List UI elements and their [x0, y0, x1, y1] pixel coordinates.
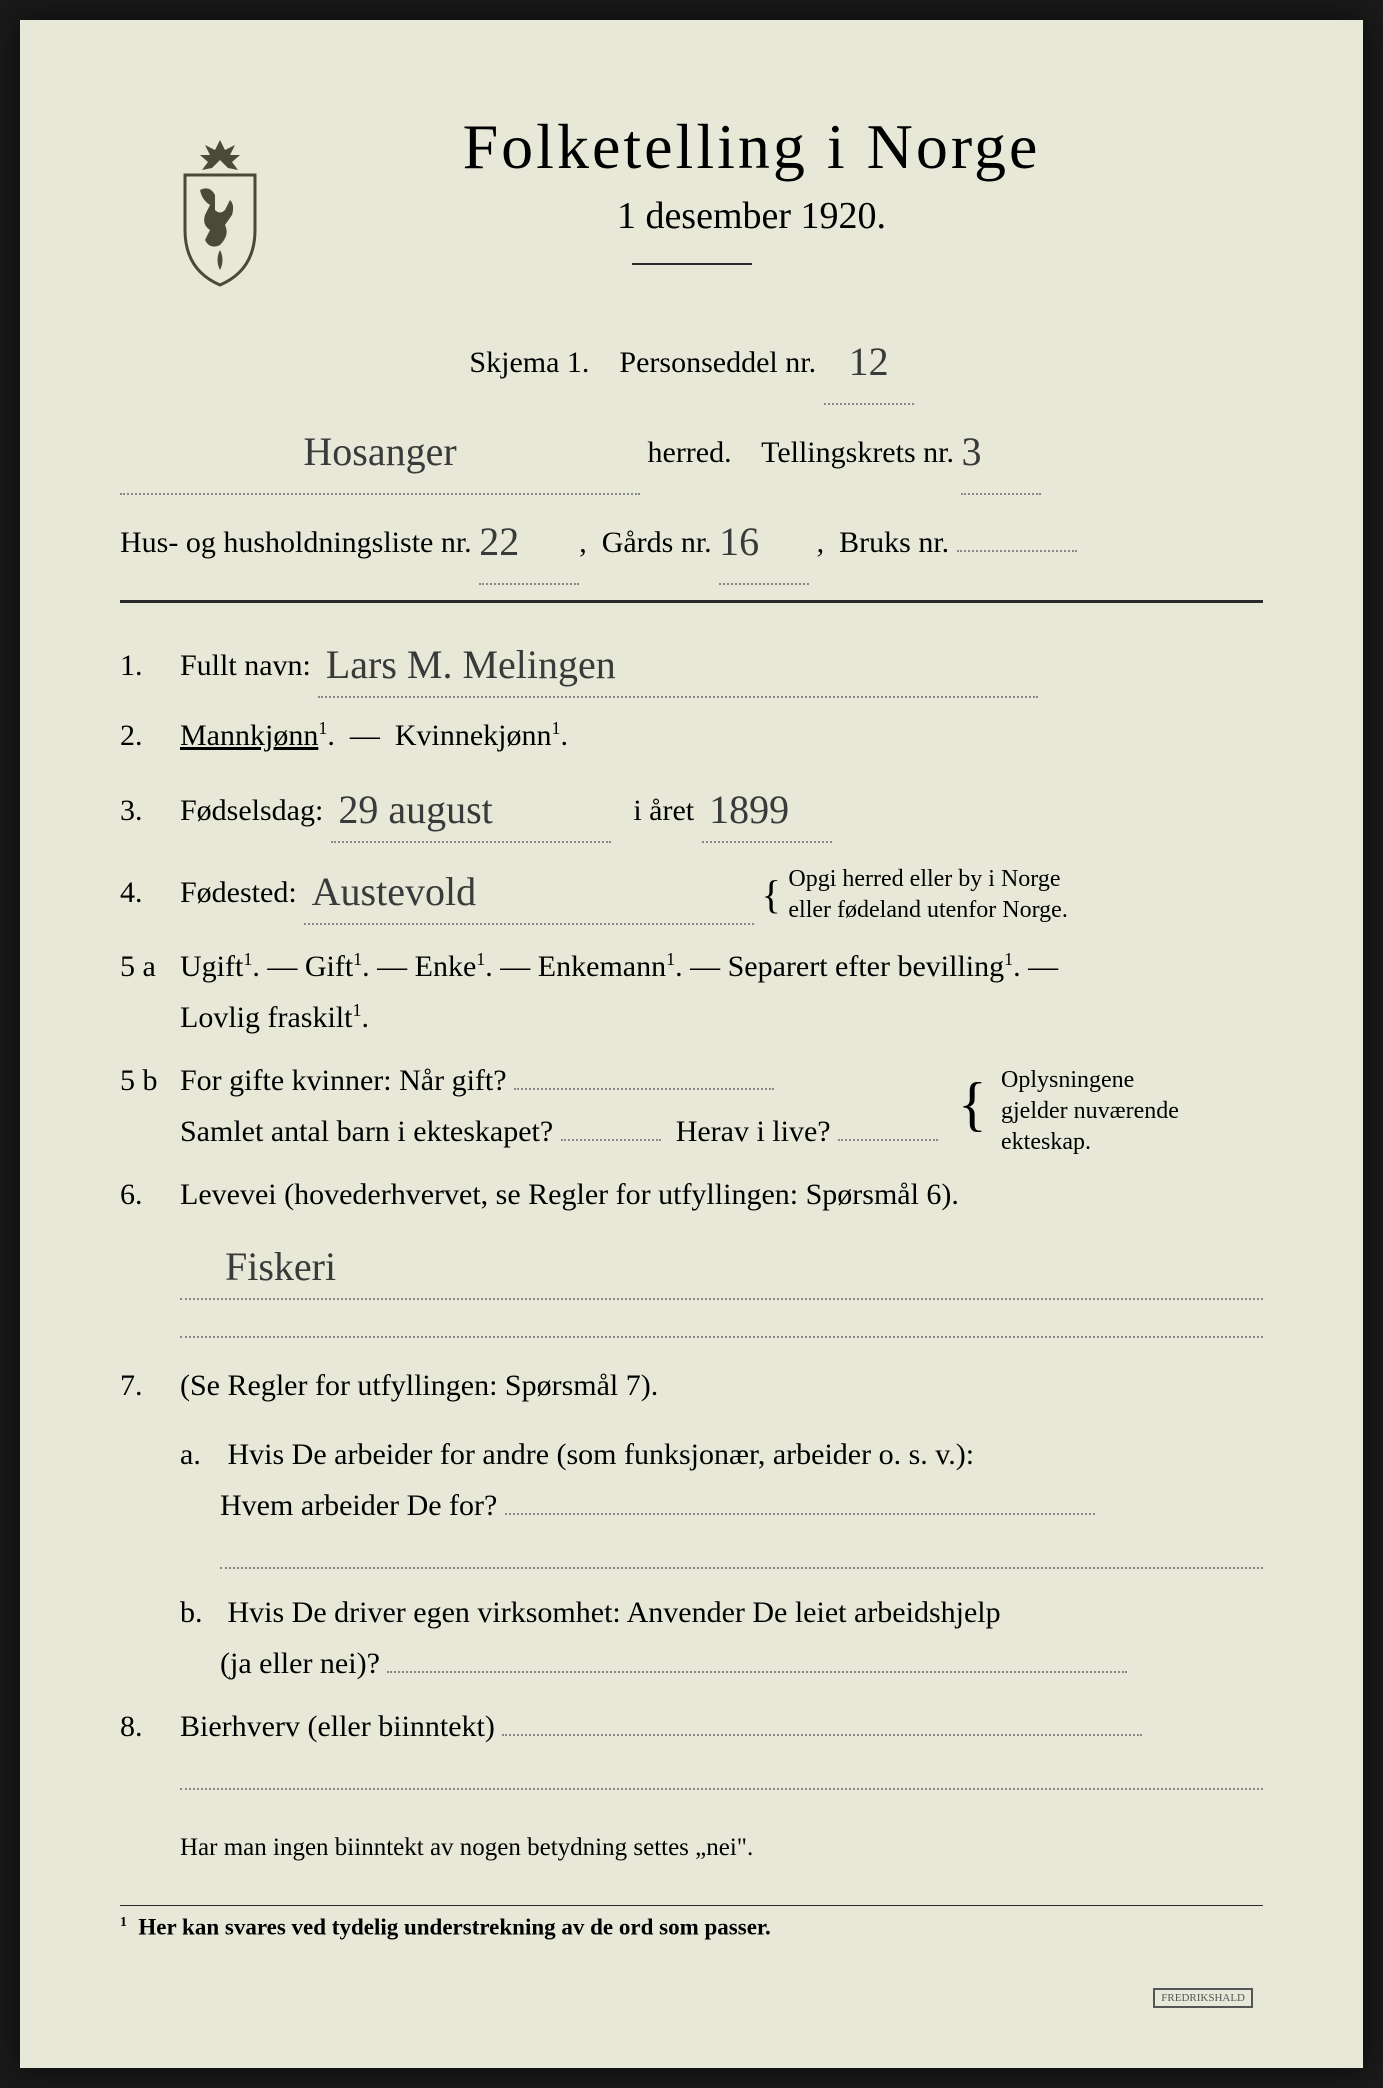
- q3-year: 1899: [709, 787, 789, 832]
- q4-note: Opgi herred eller by i Norge eller fødel…: [788, 864, 1067, 926]
- q6: 6. Levevei (hovederhvervet, se Regler fo…: [120, 1169, 1263, 1348]
- skjema-label: Skjema 1.: [469, 346, 589, 379]
- herred-value: Hosanger: [303, 429, 456, 474]
- q2: 2. Mannkjønn1. — Kvinnekjønn1.: [120, 710, 1263, 761]
- form-date: 1 desember 1920.: [240, 194, 1263, 238]
- q5a-gift: Gift: [305, 950, 353, 983]
- form-header: Folketelling i Norge 1 desember 1920.: [120, 110, 1263, 265]
- skjema-line: Skjema 1. Personseddel nr. 12: [120, 315, 1263, 405]
- q6-blank-line: [180, 1310, 1263, 1338]
- q5a-num: 5 a: [120, 941, 180, 992]
- q7b-label: b.: [180, 1587, 220, 1638]
- q2-num: 2.: [120, 710, 180, 761]
- q7b-text2: (ja eller nei)?: [180, 1647, 380, 1680]
- q5b-num: 5 b: [120, 1055, 180, 1106]
- q4-note2: eller fødeland utenfor Norge.: [788, 897, 1067, 923]
- census-form-page: Folketelling i Norge 1 desember 1920. Sk…: [20, 20, 1363, 2068]
- gards-nr: 16: [719, 519, 759, 564]
- q4-label: Fødested:: [180, 876, 297, 909]
- header-divider: [632, 263, 752, 265]
- q8: 8. Bierhverv (eller biinntekt): [120, 1701, 1263, 1800]
- q5b-note1: Oplysningene: [1001, 1067, 1134, 1093]
- hus-label: Hus- og husholdningsliste nr.: [120, 526, 472, 559]
- q5b-line2a: Samlet antal barn i ekteskapet?: [180, 1115, 553, 1148]
- q5b: 5 b For gifte kvinner: Når gift? Samlet …: [120, 1055, 1263, 1157]
- q5b-note: { Oplysningene gjelder nuværende ekteska…: [983, 1065, 1263, 1159]
- q3-num: 3.: [120, 785, 180, 836]
- q6-num: 6.: [120, 1169, 180, 1220]
- q3-year-label: i året: [633, 794, 694, 827]
- footnote-text: Her kan svares ved tydelig understreknin…: [138, 1915, 770, 1940]
- q5a-enke: Enke: [415, 950, 477, 983]
- herred-line: Hosanger herred. Tellingskrets nr. 3: [120, 405, 1263, 495]
- footnote-marker: 1: [120, 1914, 127, 1929]
- q5b-note3: ekteskap.: [1001, 1129, 1091, 1155]
- q8-blank-line: [180, 1762, 1263, 1790]
- q3: 3. Fødselsdag: 29 august i året 1899: [120, 773, 1263, 843]
- q5b-line1: For gifte kvinner: Når gift?: [180, 1064, 507, 1097]
- q7a-blank-line: [220, 1541, 1263, 1569]
- bottom-note: Har man ingen biinntekt av nogen betydni…: [120, 1820, 1263, 1875]
- gards-label: Gårds nr.: [602, 526, 712, 559]
- q7-num: 7.: [120, 1360, 180, 1411]
- q8-label: Bierhverv (eller biinntekt): [180, 1710, 495, 1743]
- q1-value: Lars M. Melingen: [326, 642, 616, 687]
- bruks-label: Bruks nr.: [839, 526, 949, 559]
- q5a: 5 a Ugift1. — Gift1. — Enke1. — Enkemann…: [120, 941, 1263, 1043]
- footnote: 1 Her kan svares ved tydelig understrekn…: [120, 1914, 1263, 1941]
- personseddel-nr: 12: [849, 339, 889, 384]
- q5a-enkemann: Enkemann: [538, 950, 666, 983]
- printer-stamp: FREDRIKSHALD: [1153, 1988, 1253, 2008]
- q7a-text1: Hvis De arbeider for andre (som funksjon…: [228, 1438, 975, 1471]
- footer-rule: [120, 1905, 1263, 1906]
- tellingskrets-nr: 3: [961, 429, 981, 474]
- q3-label: Fødselsdag:: [180, 794, 323, 827]
- q7: 7. (Se Regler for utfyllingen: Spørsmål …: [120, 1360, 1263, 1689]
- q5b-note2: gjelder nuværende: [1001, 1098, 1179, 1124]
- sup-marker: 1: [318, 718, 327, 738]
- q7-label: (Se Regler for utfyllingen: Spørsmål 7).: [180, 1369, 658, 1402]
- q2-mann: Mannkjønn: [180, 719, 318, 752]
- norwegian-crest-icon: [160, 130, 280, 290]
- q4-note1: Opgi herred eller by i Norge: [788, 866, 1060, 892]
- q5a-ugift: Ugift: [180, 950, 243, 983]
- q1: 1. Fullt navn: Lars M. Melingen: [120, 628, 1263, 698]
- herred-suffix: herred.: [648, 436, 732, 469]
- q3-day: 29 august: [338, 787, 492, 832]
- hus-line: Hus- og husholdningsliste nr. 22 , Gårds…: [120, 495, 1263, 585]
- q4: 4. Fødested: Austevold { Opgi herred ell…: [120, 855, 1263, 929]
- q4-num: 4.: [120, 867, 180, 918]
- q5b-line2b: Herav i live?: [676, 1115, 831, 1148]
- hus-nr: 22: [479, 519, 519, 564]
- q2-kvinne: Kvinnekjønn: [395, 719, 552, 752]
- section-divider-1: [120, 600, 1263, 603]
- q8-num: 8.: [120, 1701, 180, 1752]
- q6-label: Levevei (hovederhvervet, se Regler for u…: [180, 1178, 959, 1211]
- form-title: Folketelling i Norge: [240, 110, 1263, 184]
- q7a-label: a.: [180, 1429, 220, 1480]
- tellingskrets-label: Tellingskrets nr.: [761, 436, 954, 469]
- q6-value: Fiskeri: [225, 1244, 336, 1289]
- personseddel-label: Personseddel nr.: [619, 346, 816, 379]
- crest-svg: [160, 130, 280, 290]
- q7b-text1: Hvis De driver egen virksomhet: Anvender…: [228, 1596, 1001, 1629]
- q1-label: Fullt navn:: [180, 649, 311, 682]
- q4-value: Austevold: [312, 869, 476, 914]
- q5a-separert: Separert efter bevilling: [728, 950, 1005, 983]
- q1-num: 1.: [120, 640, 180, 691]
- q7a-text2: Hvem arbeider De for?: [180, 1489, 497, 1522]
- q5a-fraskilt: Lovlig fraskilt: [180, 1001, 352, 1034]
- sup-marker: 1: [551, 718, 560, 738]
